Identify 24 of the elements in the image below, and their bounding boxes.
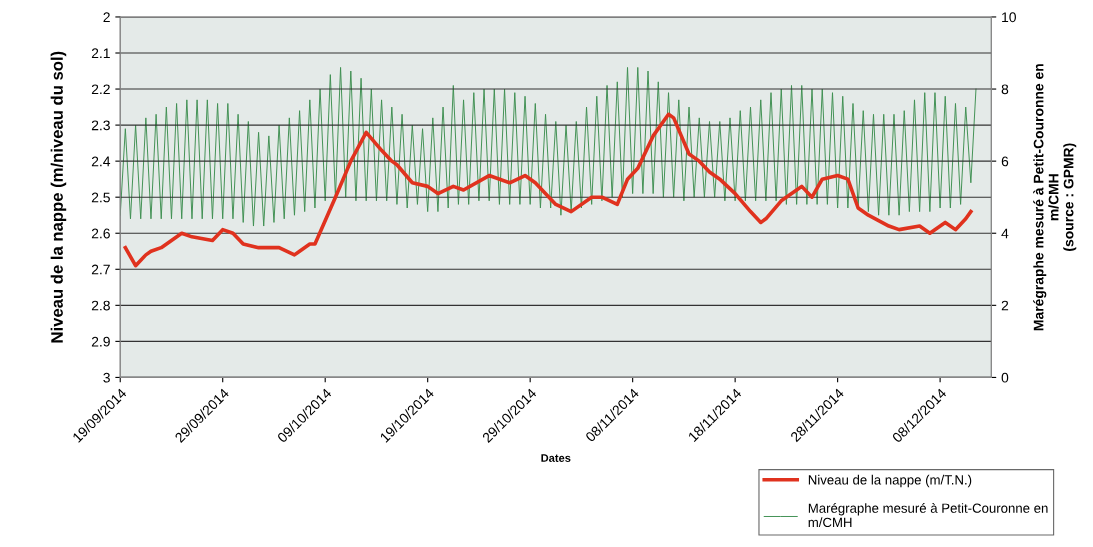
legend-label: Marégraphe mesuré à Petit-Couronne en m/CMH — [808, 502, 1048, 528]
y2-tick-label: 2 — [1001, 300, 1009, 311]
y2-axis-title: Marégraphe mesuré à Petit-Couronne en m/CMH (source : GPMR) — [1033, 64, 1077, 331]
y-tick-label: 2.2 — [91, 84, 110, 95]
y2-tick-label: 8 — [1001, 84, 1009, 95]
y-tick-label: 2.3 — [91, 120, 110, 131]
y-tick-label: 2.5 — [91, 192, 110, 203]
y-tick-label: 2.1 — [91, 48, 110, 59]
y-axis-title: Niveau de la nappe (m/niveau du sol) — [50, 51, 67, 343]
y-tick-label: 2.4 — [91, 156, 111, 167]
line-series — [120, 66, 977, 227]
y2-tick-label: 6 — [1001, 156, 1009, 167]
y-tick-label: 2.6 — [91, 228, 110, 239]
y-tick-label: 2 — [103, 12, 110, 22]
y2-tick-label: 4 — [1001, 228, 1009, 239]
legend-label: Niveau de la nappe (m/T.N.) — [808, 474, 972, 488]
y-tick-label: 2.8 — [91, 300, 110, 311]
y-tick-label: 2.9 — [91, 336, 110, 347]
line-series — [123, 112, 973, 268]
y2-tick-label: 10 — [1002, 12, 1016, 23]
y2-tick-label: 0 — [1001, 372, 1009, 383]
x-axis-title: Dates — [541, 454, 571, 462]
y-tick-label: 2.7 — [91, 264, 110, 275]
y-tick-label: 3 — [103, 372, 110, 383]
